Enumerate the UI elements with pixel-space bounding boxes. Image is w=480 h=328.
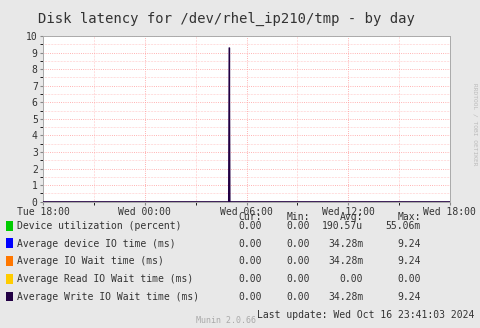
Text: Average Read IO Wait time (ms): Average Read IO Wait time (ms) bbox=[17, 274, 192, 284]
Text: 0.00: 0.00 bbox=[238, 221, 262, 231]
Text: 0.00: 0.00 bbox=[286, 292, 310, 302]
Text: 0.00: 0.00 bbox=[238, 274, 262, 284]
Text: Average IO Wait time (ms): Average IO Wait time (ms) bbox=[17, 256, 163, 266]
Text: 0.00: 0.00 bbox=[286, 274, 310, 284]
Text: RRDTOOL / TOBI OETIKER: RRDTOOL / TOBI OETIKER bbox=[472, 83, 477, 166]
Text: 9.24: 9.24 bbox=[396, 292, 420, 302]
Text: 34.28m: 34.28m bbox=[327, 239, 362, 249]
Text: Min:: Min: bbox=[286, 212, 310, 221]
Text: Average device IO time (ms): Average device IO time (ms) bbox=[17, 239, 175, 249]
Text: 0.00: 0.00 bbox=[238, 239, 262, 249]
Text: 34.28m: 34.28m bbox=[327, 256, 362, 266]
Text: 0.00: 0.00 bbox=[286, 221, 310, 231]
Text: Average Write IO Wait time (ms): Average Write IO Wait time (ms) bbox=[17, 292, 199, 302]
Text: 34.28m: 34.28m bbox=[327, 292, 362, 302]
Text: 0.00: 0.00 bbox=[238, 292, 262, 302]
Text: 0.00: 0.00 bbox=[286, 256, 310, 266]
Text: 0.00: 0.00 bbox=[396, 274, 420, 284]
Text: 190.57u: 190.57u bbox=[322, 221, 362, 231]
Text: 9.24: 9.24 bbox=[396, 239, 420, 249]
Text: 0.00: 0.00 bbox=[238, 256, 262, 266]
Text: 9.24: 9.24 bbox=[396, 256, 420, 266]
Text: 55.06m: 55.06m bbox=[385, 221, 420, 231]
Text: Max:: Max: bbox=[396, 212, 420, 221]
Text: Disk latency for /dev/rhel_ip210/tmp - by day: Disk latency for /dev/rhel_ip210/tmp - b… bbox=[37, 11, 414, 26]
Text: Device utilization (percent): Device utilization (percent) bbox=[17, 221, 181, 231]
Text: Last update: Wed Oct 16 23:41:03 2024: Last update: Wed Oct 16 23:41:03 2024 bbox=[257, 310, 474, 319]
Text: 0.00: 0.00 bbox=[286, 239, 310, 249]
Text: Munin 2.0.66: Munin 2.0.66 bbox=[196, 317, 255, 325]
Text: 0.00: 0.00 bbox=[339, 274, 362, 284]
Text: Cur:: Cur: bbox=[238, 212, 262, 221]
Text: Avg:: Avg: bbox=[339, 212, 362, 221]
